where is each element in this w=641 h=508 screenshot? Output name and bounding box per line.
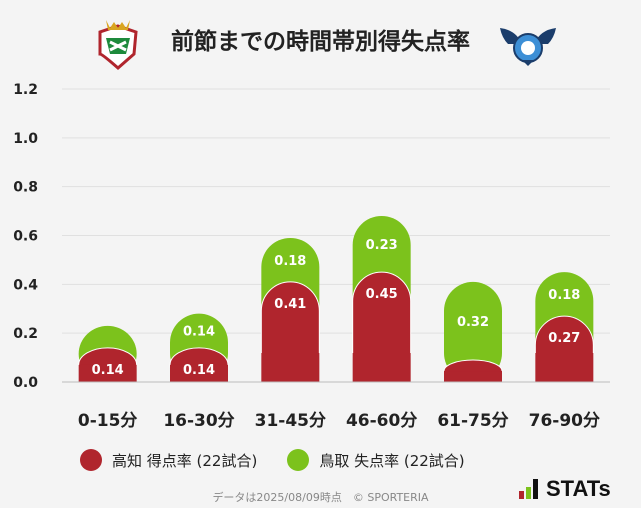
- legend-swatch-away: [287, 449, 310, 471]
- bar-group: 0.45 0.23: [352, 215, 412, 383]
- data-label-away: 0.32: [457, 315, 489, 330]
- chart-title: 前節までの時間帯別得失点率: [171, 29, 470, 55]
- legend: 高知 得点率 (22試合) 鳥取 失点率 (22試合): [80, 449, 495, 471]
- x-tick-label: 46-60分: [346, 411, 417, 431]
- y-tick-label: 1.0: [13, 131, 38, 147]
- legend-label-home: 高知 得点率 (22試合): [112, 451, 258, 470]
- brand-mark-icon: [519, 479, 540, 499]
- data-label-away: 0.23: [366, 238, 398, 253]
- data-label-away: 0.18: [274, 254, 306, 269]
- x-tick-label: 31-45分: [255, 411, 326, 431]
- data-label-away: 0.18: [548, 288, 580, 303]
- y-tick-label: 0.0: [13, 375, 38, 391]
- data-label-home: 0.14: [92, 363, 124, 378]
- data-label-home: 0.41: [274, 297, 306, 312]
- footer-note: データは2025/08/09時点 © SPORTERIA: [212, 491, 429, 504]
- plot-area: 0.00.20.40.60.81.01.2 0.14 0.140.140.410.…: [13, 82, 610, 431]
- bar-home-base: [170, 364, 228, 382]
- brand-logo: STATs: [519, 476, 611, 502]
- data-label-home: 0.14: [183, 363, 215, 378]
- y-tick-label: 0.6: [13, 229, 38, 245]
- bar-group: 0.41 0.18: [260, 237, 320, 383]
- bar-home-base: [444, 371, 502, 382]
- bar-group: 0.27 0.18: [534, 272, 594, 383]
- bar-group: 0.32: [443, 281, 503, 383]
- bar-home-base: [78, 364, 137, 382]
- y-tick-label: 0.2: [13, 326, 38, 342]
- bar-home-base: [261, 353, 320, 382]
- legend-item-home: 高知 得点率 (22試合): [80, 449, 257, 471]
- x-tick-label: 76-90分: [529, 411, 600, 431]
- brand-name: STATs: [546, 476, 611, 501]
- legend-item-away: 鳥取 失点率 (22試合): [287, 449, 465, 471]
- bar-group: 0.14 0.14: [169, 313, 229, 383]
- x-tick-label: 16-30分: [163, 411, 234, 431]
- gainare-tottori-crest-icon: [500, 28, 556, 66]
- y-tick-label: 0.8: [13, 180, 38, 196]
- data-label-home: 0.27: [548, 331, 580, 346]
- data-label-away: 0.14: [183, 325, 215, 340]
- y-tick-label: 0.4: [13, 277, 38, 293]
- kochi-united-crest-icon: [98, 20, 138, 70]
- legend-label-away: 鳥取 失点率 (22試合): [319, 451, 465, 470]
- bar-group: 0.14: [78, 325, 138, 383]
- bar-away: [444, 281, 502, 382]
- y-tick-label: 1.2: [13, 82, 38, 98]
- legend-swatch-home: [80, 449, 102, 471]
- x-tick-label: 61-75分: [437, 411, 508, 431]
- data-label-home: 0.45: [366, 287, 398, 302]
- bar-home-base: [352, 353, 411, 382]
- bar-home-base: [535, 353, 594, 382]
- x-tick-label: 0-15分: [78, 411, 138, 431]
